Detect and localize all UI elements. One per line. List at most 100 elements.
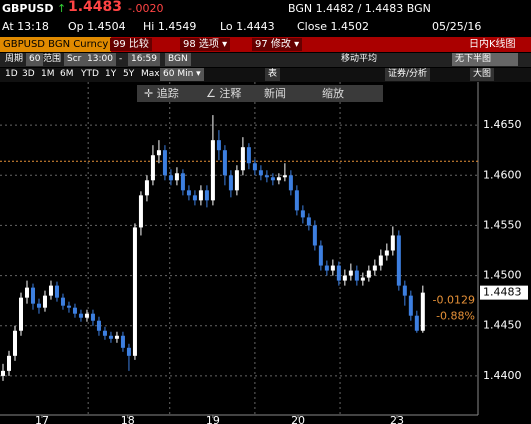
- toolbar-button[interactable]: ✛ 追踪: [144, 87, 179, 100]
- candle-body: [252, 163, 257, 171]
- candle-body: [198, 190, 203, 201]
- candle-body: [402, 285, 407, 296]
- candle-body: [6, 355, 11, 371]
- x-tick-label: 23: [390, 414, 404, 424]
- ohlc-row: At 13:18 Op 1.4504 Hi 1.4549 Lo 1.4443 C…: [0, 18, 531, 35]
- candle-body: [342, 275, 347, 281]
- tool-button[interactable]: 表: [265, 68, 281, 81]
- date: 05/25/16: [432, 20, 482, 33]
- candle-body: [228, 175, 233, 191]
- toolbar-button[interactable]: ∠ 注释: [206, 87, 242, 100]
- ticker: GBPUSD: [2, 2, 54, 15]
- menu-bar: GBPUSD BGN Curncy 99 比较 98 选项 ▾ 97 修改 ▾ …: [0, 37, 531, 52]
- period-button[interactable]: 1M: [41, 69, 55, 79]
- edit-button[interactable]: 97 修改 ▾: [252, 38, 303, 51]
- setting[interactable]: 移动平均: [341, 54, 378, 64]
- candle-body: [378, 255, 383, 266]
- candle-body: [306, 217, 311, 226]
- settings-row: 周期 60 范围 Scr 13:00-16:59 BGN 移动平均 无下半图: [0, 53, 531, 67]
- period-button[interactable]: 5Y: [123, 69, 135, 79]
- setting[interactable]: 16:59: [128, 53, 160, 66]
- y-tick-label: 1.4450: [483, 319, 522, 332]
- candle-body: [162, 150, 167, 176]
- candle-body: [258, 170, 263, 176]
- candle-body: [108, 335, 113, 339]
- candle-body: [36, 303, 41, 308]
- candle-body: [222, 150, 227, 176]
- last-price: 1.4483: [68, 0, 123, 15]
- candle-body: [360, 277, 365, 281]
- candle-body: [102, 330, 107, 336]
- candle-body: [180, 173, 185, 191]
- x-tick-label: 17: [35, 414, 49, 424]
- candle-body: [384, 250, 389, 256]
- security[interactable]: GBPUSD BGN Curncy: [0, 37, 112, 52]
- period-button[interactable]: 3D: [22, 69, 35, 79]
- chart: 1.4650 1.4600 1.4550 1.4500 1.4450 1.4400 17 18…: [0, 82, 528, 424]
- candle-body: [90, 313, 95, 321]
- tool-button[interactable]: 大图: [470, 68, 495, 81]
- setting[interactable]: BGN: [165, 53, 191, 66]
- setting: -: [119, 54, 123, 64]
- y-tick-label: 1.4500: [483, 269, 522, 282]
- candle-body: [138, 195, 143, 228]
- candle-body: [144, 180, 149, 196]
- compare-button[interactable]: 99 比较: [110, 38, 152, 51]
- candle-body: [72, 307, 77, 314]
- period-button[interactable]: YTD: [81, 69, 99, 79]
- period-button[interactable]: Max: [141, 69, 160, 79]
- candle-body: [372, 265, 377, 271]
- period-button[interactable]: 1Y: [105, 69, 117, 79]
- period-button[interactable]: 60 Min ▾: [160, 68, 204, 81]
- candle-body: [210, 140, 215, 201]
- setting: 范围: [43, 54, 62, 64]
- chart-title: 日内K线图: [469, 39, 516, 50]
- candle-body: [0, 370, 5, 376]
- toolbar-button[interactable]: 缩放: [322, 87, 344, 100]
- candle-body: [204, 190, 209, 201]
- candle-body: [312, 225, 317, 246]
- chart-toolbar: ✛ 追踪 ∠ 注释 新闻 缩放: [137, 85, 383, 102]
- tool-button[interactable]: 证券/分析: [385, 68, 431, 81]
- candle-body: [54, 285, 59, 298]
- candle-body: [246, 147, 251, 164]
- candle-body: [216, 140, 221, 151]
- change: -.0020: [128, 2, 164, 15]
- candle-body: [24, 287, 29, 298]
- options-button[interactable]: 98 选项 ▾: [180, 38, 231, 51]
- period-button[interactable]: 6M: [60, 69, 74, 79]
- last-price-label: 1.4483: [483, 286, 522, 299]
- y-tick-label: 1.4550: [483, 218, 522, 231]
- candle-body: [264, 175, 269, 178]
- y-tick-label: 1.4400: [483, 369, 522, 382]
- setting[interactable]: 13:00: [84, 53, 116, 66]
- toolbar-button[interactable]: 新闻: [264, 87, 286, 100]
- x-tick-label: 20: [291, 414, 305, 424]
- quote-row: GBPUSD ↑ 1.4483 -.0020 BGN 1.4482 / 1.44…: [0, 0, 531, 18]
- candle-body: [240, 147, 245, 171]
- setting[interactable]: Scr: [64, 53, 85, 66]
- candle-body: [186, 190, 191, 196]
- arrow: ↑: [57, 2, 67, 15]
- candle-body: [366, 270, 371, 278]
- candle-body: [414, 315, 419, 331]
- setting[interactable]: 60: [26, 53, 44, 66]
- period-button[interactable]: 1D: [5, 69, 18, 79]
- candle-body: [66, 305, 71, 308]
- candle-body: [60, 297, 65, 306]
- close: Close 1.4502: [297, 20, 369, 33]
- last-price-box: [480, 285, 528, 300]
- candle-body: [282, 175, 287, 178]
- candle-body: [396, 235, 401, 286]
- candle-body: [276, 177, 281, 181]
- open: Op 1.4504: [68, 20, 126, 33]
- y-tick-label: 1.4650: [483, 118, 522, 131]
- candle-body: [48, 285, 53, 296]
- setting[interactable]: 无下半图: [452, 53, 518, 66]
- candle-body: [324, 265, 329, 271]
- candle-body: [300, 210, 305, 218]
- candle-body: [330, 265, 335, 271]
- candle-body: [192, 195, 197, 201]
- candle-body: [78, 313, 83, 318]
